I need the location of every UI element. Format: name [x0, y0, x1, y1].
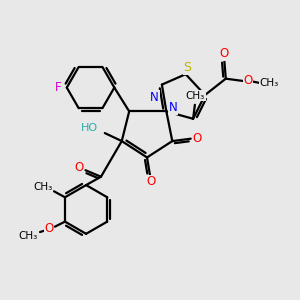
Text: O: O [244, 74, 253, 87]
Text: O: O [193, 132, 202, 145]
Text: O: O [74, 161, 84, 174]
Text: F: F [55, 81, 62, 94]
Text: CH₃: CH₃ [33, 182, 52, 192]
Text: CH₃: CH₃ [186, 91, 205, 101]
Text: CH₃: CH₃ [260, 78, 279, 88]
Text: CH₃: CH₃ [19, 231, 38, 241]
Text: HO: HO [81, 123, 98, 133]
Text: O: O [146, 175, 155, 188]
Text: S: S [183, 61, 191, 74]
Text: O: O [44, 222, 54, 235]
Text: O: O [219, 47, 228, 60]
Text: N: N [169, 101, 177, 114]
Text: N: N [150, 91, 159, 104]
